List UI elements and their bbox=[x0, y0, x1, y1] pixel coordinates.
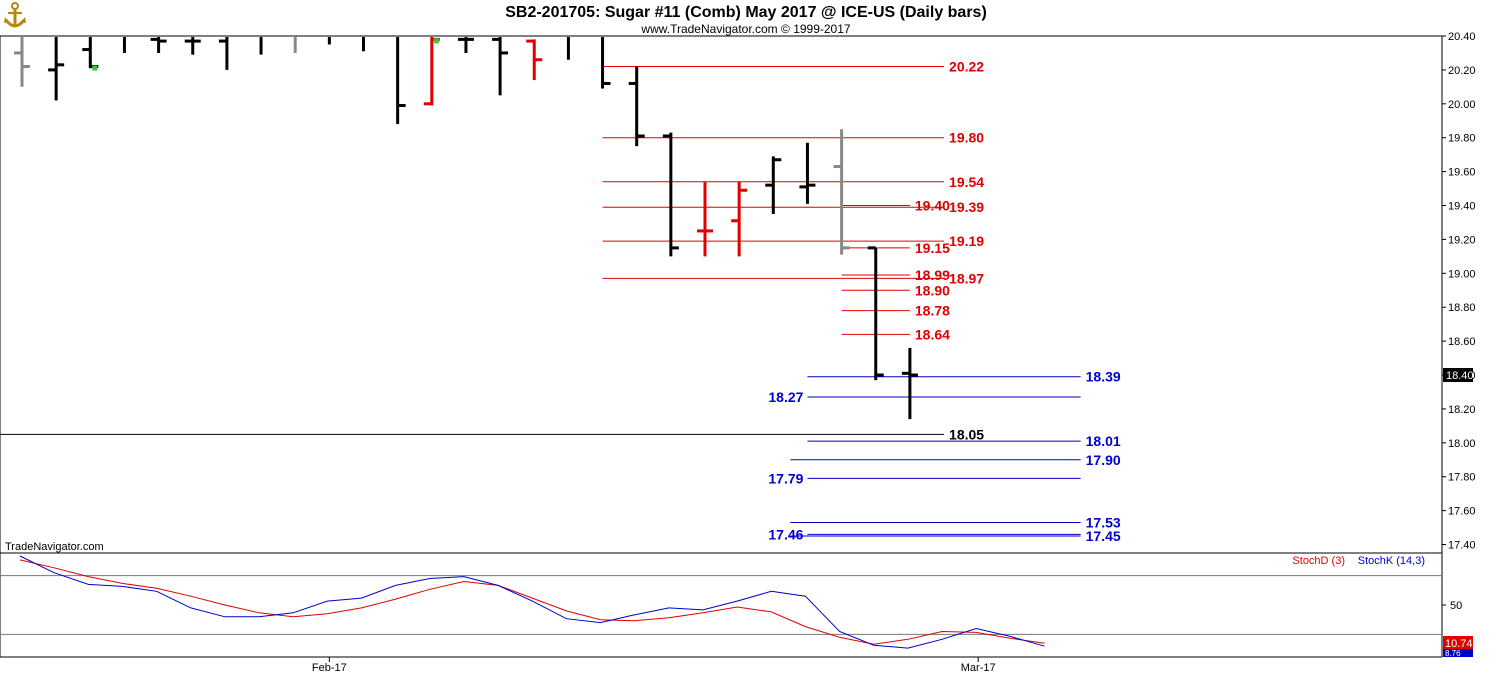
price-tick-label: 19.80 bbox=[1448, 133, 1476, 145]
price-tick-label: 19.60 bbox=[1448, 167, 1476, 179]
level-label: 17.45 bbox=[1086, 528, 1121, 544]
level-label: 18.64 bbox=[915, 326, 950, 342]
anchor-logo-icon bbox=[4, 2, 26, 28]
level-label: 17.46 bbox=[768, 526, 803, 542]
price-tick-label: 19.40 bbox=[1448, 201, 1476, 213]
level-label: 18.01 bbox=[1086, 433, 1121, 449]
stoch-series-line bbox=[19, 559, 1045, 645]
level-label: 19.15 bbox=[915, 240, 950, 256]
signal-marker bbox=[92, 65, 98, 71]
level-label: 18.90 bbox=[915, 282, 950, 298]
price-tick-label: 17.80 bbox=[1448, 472, 1476, 484]
price-tick-label: 18.20 bbox=[1448, 404, 1476, 416]
level-label: 17.90 bbox=[1086, 452, 1121, 468]
price-tick-label: 20.20 bbox=[1448, 65, 1476, 77]
date-axis: Feb-17 Mar-17 bbox=[312, 657, 996, 674]
last-stoch-d-marker bbox=[1443, 636, 1473, 649]
price-tick-label: 18.00 bbox=[1448, 438, 1476, 450]
level-label: 18.99 bbox=[915, 267, 950, 283]
level-label: 18.27 bbox=[768, 389, 803, 405]
level-label: 19.80 bbox=[949, 130, 984, 146]
price-tick-label: 18.80 bbox=[1448, 302, 1476, 314]
chart-title: SB2-201705: Sugar #11 (Comb) May 2017 @ … bbox=[505, 4, 987, 21]
signal-marker bbox=[433, 38, 439, 44]
stoch-axis: 50 10.748.76 bbox=[1442, 600, 1473, 658]
stoch-reference-lines bbox=[0, 575, 1442, 635]
level-label: 17.53 bbox=[1086, 514, 1121, 530]
level-label: 18.78 bbox=[915, 303, 950, 319]
legend-stoch-d: StochD (3) bbox=[1292, 555, 1345, 567]
level-label: 19.39 bbox=[949, 199, 984, 215]
price-tick-label: 19.00 bbox=[1448, 268, 1476, 280]
price-tick-label: 20.00 bbox=[1448, 99, 1476, 111]
last-stoch-d-label: 10.74 bbox=[1445, 638, 1473, 650]
level-label: 18.05 bbox=[949, 426, 984, 442]
level-label: 20.22 bbox=[949, 59, 984, 75]
stoch-panel: 50 10.748.76 StochD (3) StochK (14,3) bbox=[0, 552, 1473, 658]
price-levels: 20.22 19.80 19.54 19.39 19.19 18.97 19.40 19.15… bbox=[0, 59, 1121, 544]
date-tick-label: Mar-17 bbox=[961, 662, 996, 674]
level-label: 17.79 bbox=[768, 470, 803, 486]
stoch-lines bbox=[19, 555, 1045, 649]
price-tick-label: 17.60 bbox=[1448, 506, 1476, 518]
watermark: TradeNavigator.com bbox=[5, 541, 104, 553]
stoch-tick-label: 50 bbox=[1450, 600, 1462, 612]
legend-stoch-k: StochK (14,3) bbox=[1358, 555, 1425, 567]
level-label: 19.19 bbox=[949, 233, 984, 249]
last-stoch-k-label: 8.76 bbox=[1445, 649, 1461, 658]
price-tick-label: 20.40 bbox=[1448, 31, 1476, 43]
last-stoch-k-marker bbox=[1443, 649, 1473, 657]
level-label: 18.97 bbox=[949, 270, 984, 286]
level-label: 19.40 bbox=[915, 198, 950, 214]
chart-subtitle: www.TradeNavigator.com © 1999-2017 bbox=[640, 22, 850, 36]
ohlc-bars bbox=[14, 37, 918, 420]
level-label: 19.54 bbox=[949, 174, 984, 190]
price-axis: 17.40 17.60 17.80 18.00 18.20 18.40 18.60 18.80… bbox=[1442, 31, 1476, 552]
price-panel-frame bbox=[0, 35, 1443, 554]
stoch-series-line bbox=[19, 555, 1045, 649]
last-price-label: 18.40 bbox=[1446, 370, 1474, 382]
stoch-legend: StochD (3) StochK (14,3) bbox=[1292, 555, 1425, 567]
price-tick-label: 18.60 bbox=[1448, 336, 1476, 348]
price-tick-label: 17.40 bbox=[1448, 540, 1476, 552]
level-label: 18.39 bbox=[1086, 369, 1121, 385]
price-tick-label: 19.20 bbox=[1448, 234, 1476, 246]
date-tick-label: Feb-17 bbox=[312, 662, 347, 674]
price-panel: 20.22 19.80 19.54 19.39 19.19 18.97 19.40 19.15… bbox=[0, 31, 1476, 554]
last-price-marker bbox=[1443, 368, 1473, 383]
